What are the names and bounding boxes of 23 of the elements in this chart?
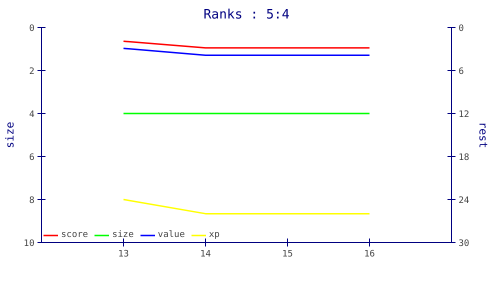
legend-label: value: [158, 230, 185, 240]
legend-label: xp: [208, 230, 221, 240]
y2-tick-label: 24: [458, 196, 470, 206]
x-tick-label: 14: [200, 250, 211, 260]
y-tick-label: 4: [29, 110, 35, 120]
y2-tick-label: 0: [458, 24, 464, 34]
legend-label: score: [61, 230, 88, 240]
x-tick-label: 15: [282, 250, 293, 260]
y2-tick-label: 18: [458, 153, 470, 163]
y2-axis-title: rest: [476, 122, 490, 148]
y2-tick-label: 12: [458, 110, 470, 120]
y-tick-label: 10: [24, 239, 35, 249]
y-axis-title: size: [4, 122, 17, 148]
x-tick-label: 13: [118, 250, 129, 260]
y-tick-label: 0: [29, 24, 35, 34]
x-tick-label: 16: [364, 250, 375, 260]
y2-tick-label: 6: [458, 67, 464, 77]
legend-label: size: [112, 230, 134, 240]
chart-title: Ranks : 5:4: [203, 8, 290, 22]
y-tick-label: 8: [29, 196, 35, 206]
y2-tick-label: 30: [458, 239, 470, 249]
y-tick-label: 2: [29, 67, 35, 77]
y-tick-label: 6: [29, 153, 35, 163]
